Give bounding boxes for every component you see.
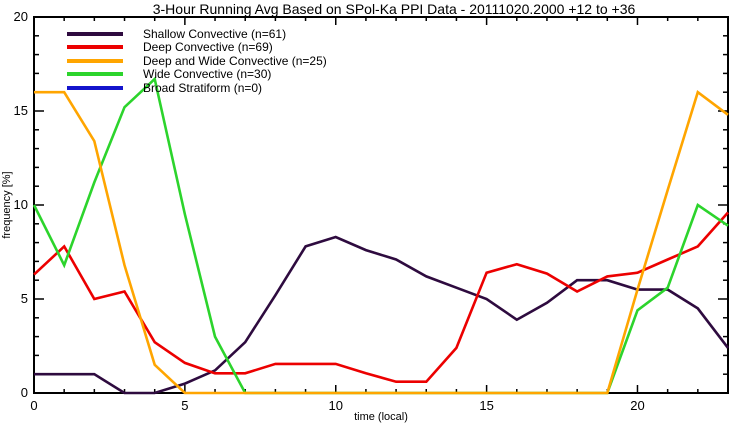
- x-tick-label: 20: [630, 398, 645, 413]
- y-tick-label: 20: [13, 9, 28, 24]
- legend-label: Deep Convective (n=69): [143, 40, 273, 55]
- series-line-deep-convective-n-69: [33, 211, 729, 384]
- legend-swatch-broad-stratiform-n-0: [67, 85, 123, 90]
- x-tick-label: 5: [181, 398, 189, 413]
- x-tick-label: 10: [328, 398, 343, 413]
- legend-swatch-deep-convective-n-69: [67, 45, 123, 50]
- legend-label: Wide Convective (n=30): [143, 67, 272, 82]
- series-line-wide-convective-n-30: [32, 76, 729, 395]
- legend-label: Broad Stratiform (n=0): [143, 80, 263, 95]
- x-tick-label: 0: [30, 398, 38, 413]
- x-tick-label: 15: [479, 398, 494, 413]
- series-line-deep-and-wide-convective-n-25: [34, 90, 729, 395]
- legend-swatch-wide-convective-n-30: [67, 72, 123, 77]
- series-line-shallow-convective-n-61: [34, 235, 730, 395]
- y-tick-label: 5: [20, 291, 28, 306]
- chart-title: 3-Hour Running Avg Based on SPol-Ka PPI …: [152, 1, 636, 17]
- y-tick-label: 10: [13, 197, 28, 212]
- legend-label: Deep and Wide Convective (n=25): [143, 53, 327, 68]
- y-tick-label: 0: [20, 385, 28, 400]
- legend-swatch-shallow-convective-n-61: [67, 32, 123, 36]
- legend-swatch-deep-and-wide-convective-n-25: [67, 58, 123, 63]
- legend-label: Shallow Convective (n=61): [143, 27, 287, 41]
- y-tick-label: 15: [13, 103, 28, 118]
- x-axis-label: time (local): [354, 411, 408, 423]
